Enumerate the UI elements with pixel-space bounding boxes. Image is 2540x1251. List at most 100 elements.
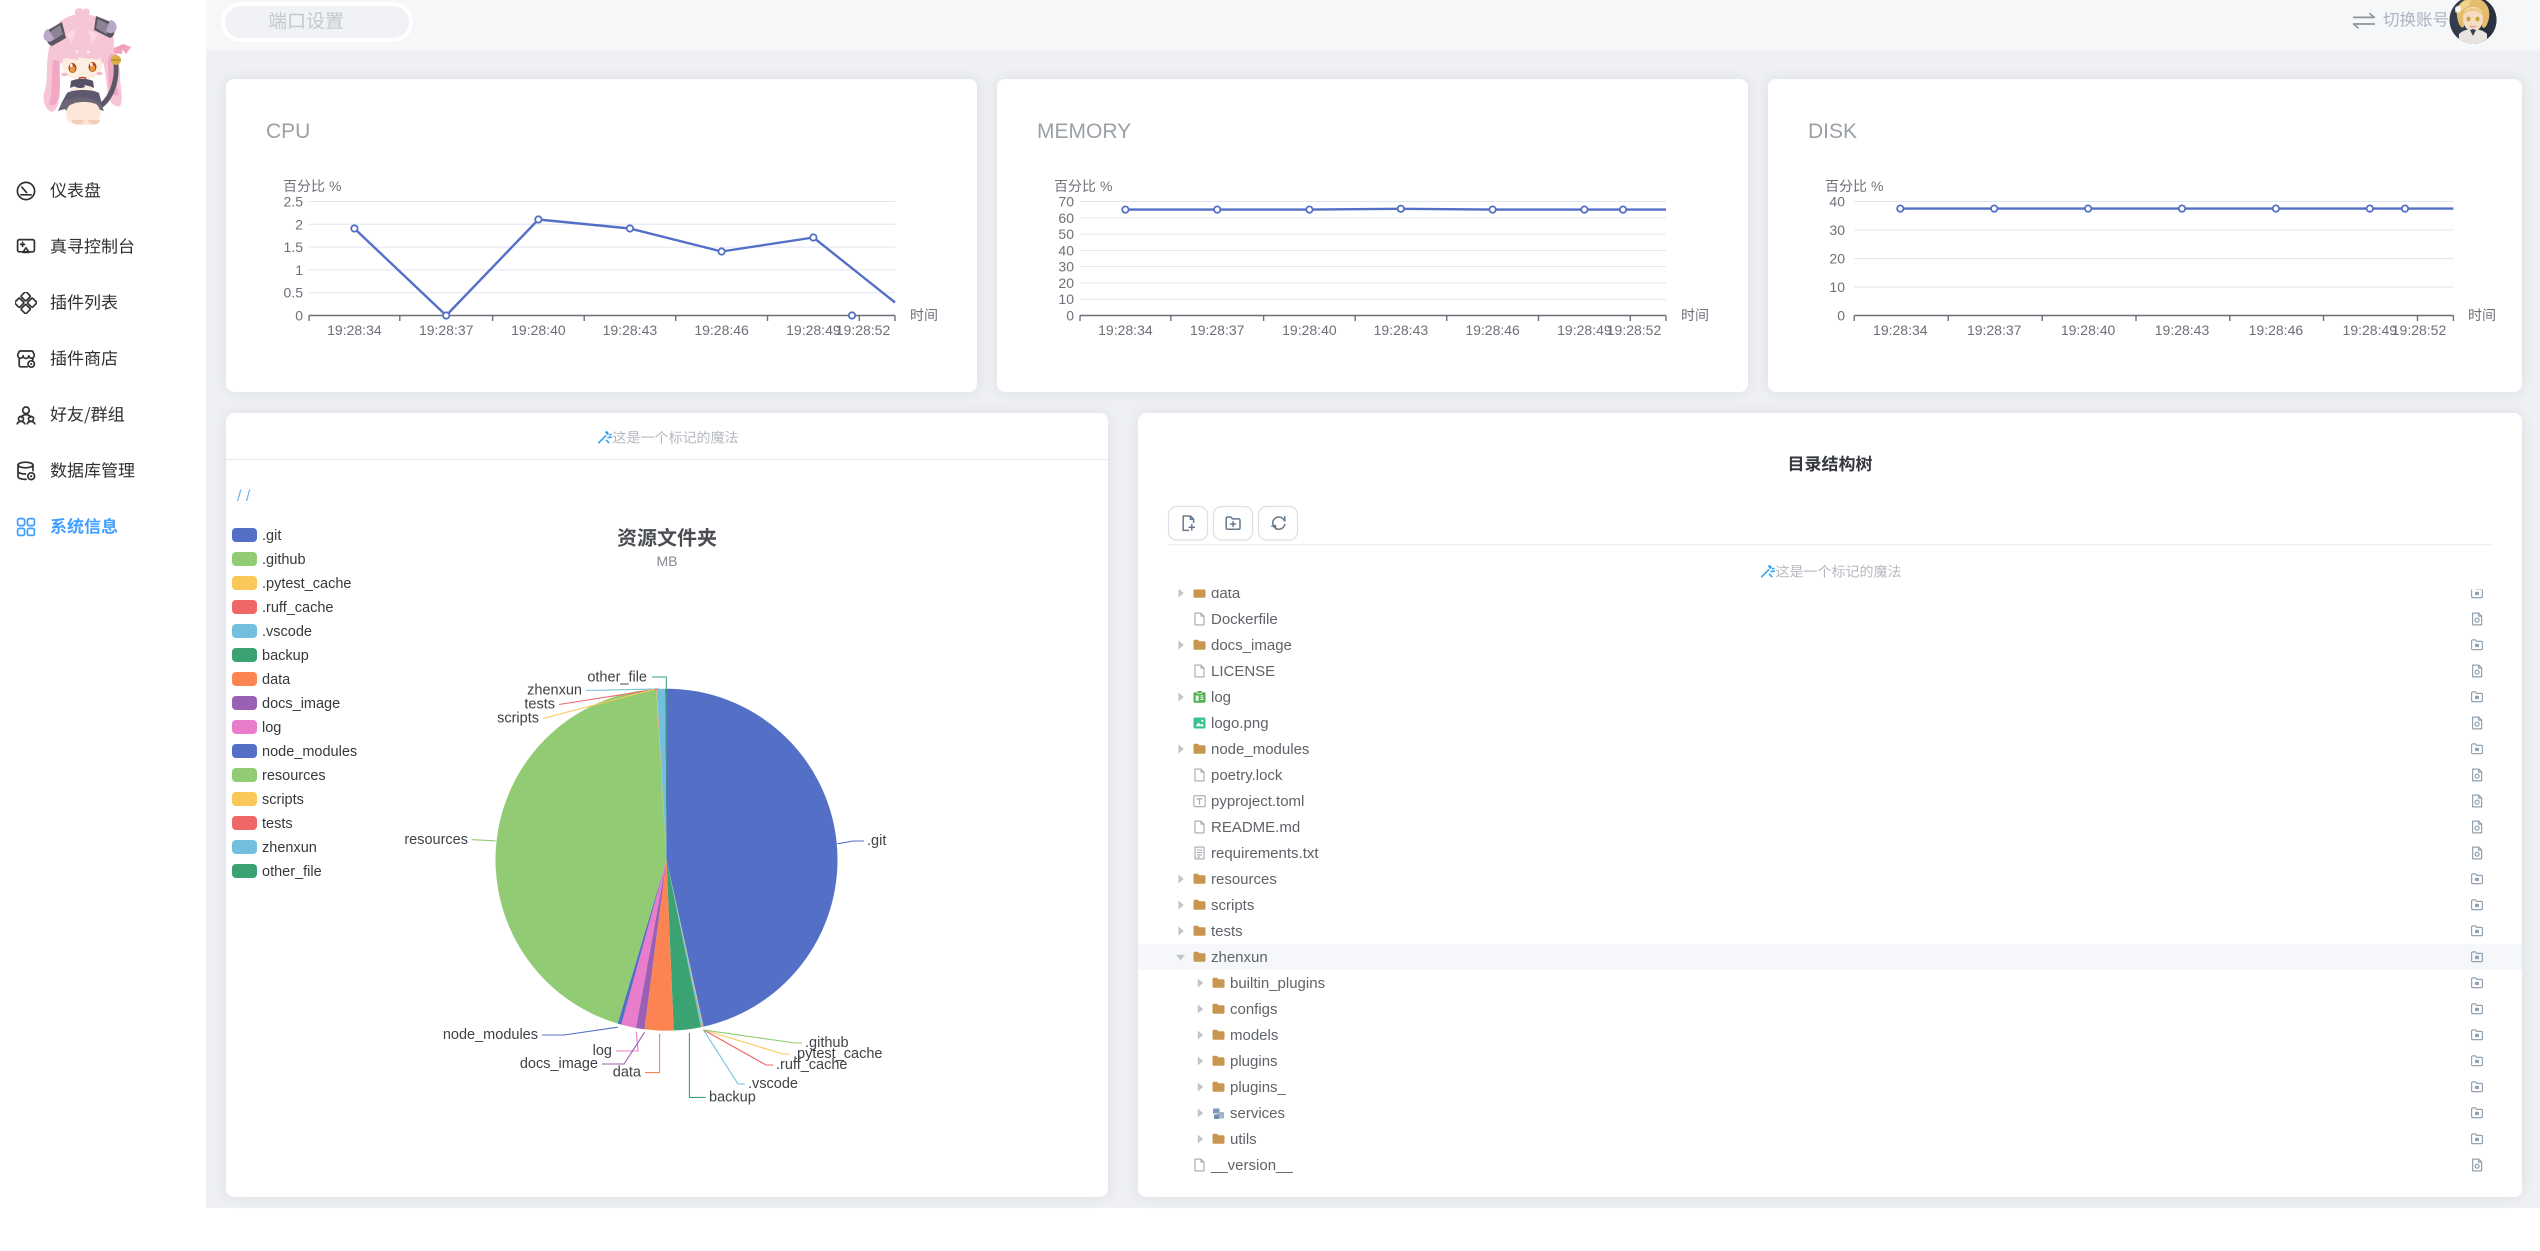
svg-text:19:28:46: 19:28:46 <box>1465 322 1520 338</box>
svg-text:plugins: plugins <box>1230 1053 1278 1070</box>
svg-text:19:28:34: 19:28:34 <box>1098 322 1153 338</box>
svg-text:2.5: 2.5 <box>284 194 304 210</box>
svg-text:backup: backup <box>709 1090 756 1106</box>
svg-text:node_modules: node_modules <box>1211 741 1309 758</box>
svg-text:0.5: 0.5 <box>284 285 304 301</box>
svg-text:.vscode: .vscode <box>262 624 312 640</box>
svg-text:scripts: scripts <box>1211 897 1254 914</box>
svg-text:tests: tests <box>524 697 555 713</box>
svg-text:.ruff_cache: .ruff_cache <box>262 600 333 616</box>
svg-text:log: log <box>593 1043 612 1059</box>
svg-text:19:28:37: 19:28:37 <box>1967 322 2022 338</box>
svg-text:resources: resources <box>404 832 468 848</box>
svg-text:19:28:40: 19:28:40 <box>511 322 566 338</box>
svg-text:.git: .git <box>867 833 886 849</box>
svg-text:logo.png: logo.png <box>1211 715 1269 732</box>
svg-text:%: % <box>1100 178 1112 194</box>
svg-text:docs_image: docs_image <box>520 1056 598 1072</box>
svg-text:19:28:46: 19:28:46 <box>2249 322 2304 338</box>
svg-text:.pytest_cache: .pytest_cache <box>262 576 351 592</box>
svg-text:19:28:46: 19:28:46 <box>694 322 749 338</box>
svg-text:19:28:49: 19:28:49 <box>1557 322 1612 338</box>
svg-text:10: 10 <box>1829 279 1845 295</box>
svg-text:utils: utils <box>1230 1131 1257 1148</box>
svg-text:19:28:49: 19:28:49 <box>2343 322 2398 338</box>
svg-text:README.md: README.md <box>1211 819 1300 836</box>
svg-text:19:28:40: 19:28:40 <box>2061 322 2116 338</box>
svg-text:zhenxun: zhenxun <box>262 840 317 856</box>
svg-text:19:28:52: 19:28:52 <box>1607 322 1662 338</box>
svg-text:poetry.lock: poetry.lock <box>1211 767 1283 784</box>
svg-text:50: 50 <box>1058 226 1074 242</box>
svg-text:60: 60 <box>1058 210 1074 226</box>
svg-text:0: 0 <box>295 308 303 324</box>
svg-text:19:28:34: 19:28:34 <box>1873 322 1928 338</box>
svg-text:1: 1 <box>295 262 303 278</box>
svg-text:configs: configs <box>1230 1001 1278 1018</box>
svg-text:.ruff_cache: .ruff_cache <box>776 1057 847 1073</box>
svg-text:2: 2 <box>295 216 303 232</box>
svg-text:other_file: other_file <box>262 864 322 880</box>
svg-text:node_modules: node_modules <box>262 744 357 760</box>
svg-text:builtin_plugins: builtin_plugins <box>1230 975 1325 992</box>
svg-text:.github: .github <box>805 1035 849 1051</box>
svg-text:.github: .github <box>262 552 306 568</box>
svg-text:10: 10 <box>1058 291 1074 307</box>
svg-text:19:28:52: 19:28:52 <box>836 322 891 338</box>
svg-text:data: data <box>613 1065 642 1081</box>
svg-text:70: 70 <box>1058 194 1074 210</box>
svg-text:19:28:43: 19:28:43 <box>603 322 658 338</box>
svg-text:tests: tests <box>262 816 293 832</box>
svg-text:/ /: / / <box>237 488 251 505</box>
svg-text:19:28:43: 19:28:43 <box>2155 322 2210 338</box>
svg-text:data: data <box>262 672 291 688</box>
svg-text:%: % <box>329 178 341 194</box>
svg-text:docs_image: docs_image <box>1211 637 1292 654</box>
svg-text:data: data <box>1211 585 1241 602</box>
svg-text:%: % <box>1871 178 1883 194</box>
svg-text:log: log <box>1211 689 1231 706</box>
svg-text:requirements.txt: requirements.txt <box>1211 845 1319 862</box>
svg-text:docs_image: docs_image <box>262 696 340 712</box>
svg-text:.vscode: .vscode <box>748 1076 798 1092</box>
svg-text:19:28:52: 19:28:52 <box>2392 322 2447 338</box>
svg-text:tests: tests <box>1211 923 1243 940</box>
svg-text:0: 0 <box>1837 308 1845 324</box>
svg-text:19:28:40: 19:28:40 <box>1282 322 1337 338</box>
svg-text:pyproject.toml: pyproject.toml <box>1211 793 1304 810</box>
svg-text:backup: backup <box>262 648 309 664</box>
svg-text:0: 0 <box>1066 308 1074 324</box>
svg-text:DISK: DISK <box>1808 120 1857 143</box>
svg-text:node_modules: node_modules <box>443 1027 538 1043</box>
svg-text:40: 40 <box>1829 194 1845 210</box>
svg-text:.git: .git <box>262 528 281 544</box>
svg-text:resources: resources <box>1211 871 1277 888</box>
svg-text:services: services <box>1230 1105 1285 1122</box>
svg-text:19:28:49: 19:28:49 <box>786 322 841 338</box>
svg-text:log: log <box>262 720 281 736</box>
svg-text:19:28:37: 19:28:37 <box>419 322 474 338</box>
svg-text:MEMORY: MEMORY <box>1037 120 1131 143</box>
svg-text:20: 20 <box>1058 275 1074 291</box>
svg-text:30: 30 <box>1829 222 1845 238</box>
svg-text:scripts: scripts <box>262 792 304 808</box>
svg-text:scripts: scripts <box>497 711 539 727</box>
svg-text:plugins_: plugins_ <box>1230 1079 1287 1096</box>
svg-text:models: models <box>1230 1027 1278 1044</box>
svg-text:zhenxun: zhenxun <box>527 683 582 699</box>
svg-text:Dockerfile: Dockerfile <box>1211 611 1278 628</box>
svg-text:CPU: CPU <box>266 120 310 143</box>
svg-text:resources: resources <box>262 768 326 784</box>
svg-text:20: 20 <box>1829 251 1845 267</box>
svg-text:MB: MB <box>657 553 678 569</box>
svg-text:.pytest_cache: .pytest_cache <box>793 1046 882 1062</box>
svg-text:LICENSE: LICENSE <box>1211 663 1275 680</box>
svg-text:19:28:34: 19:28:34 <box>327 322 382 338</box>
svg-text:__version__: __version__ <box>1210 1157 1293 1174</box>
svg-text:1.5: 1.5 <box>284 239 304 255</box>
svg-text:19:28:43: 19:28:43 <box>1374 322 1429 338</box>
svg-text:19:28:37: 19:28:37 <box>1190 322 1245 338</box>
svg-text:30: 30 <box>1058 259 1074 275</box>
svg-text:zhenxun: zhenxun <box>1211 949 1268 966</box>
svg-text:other_file: other_file <box>587 670 647 686</box>
